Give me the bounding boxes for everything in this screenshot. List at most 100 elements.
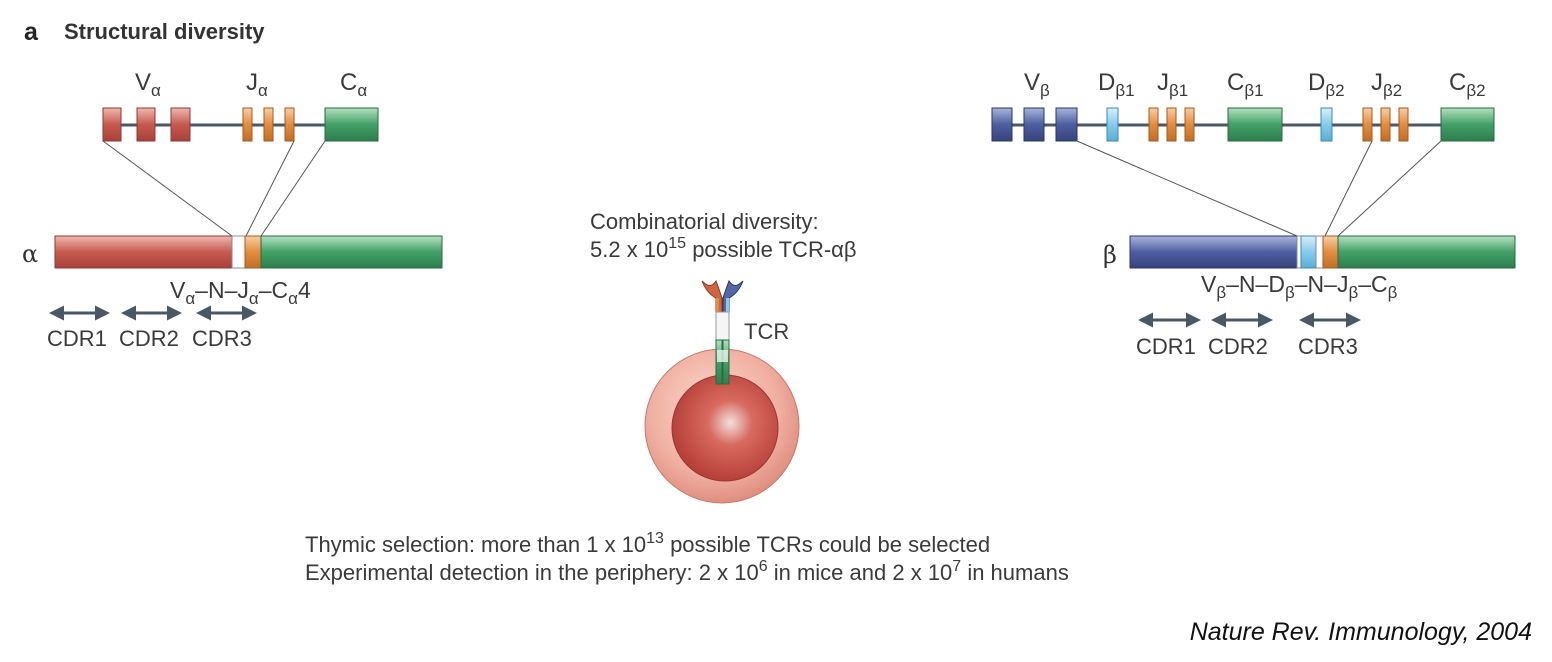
v-beta-segment (991, 107, 1013, 142)
alpha-rearr-part: C (272, 277, 289, 303)
alpha-rearr-part: – (259, 277, 272, 303)
beta-rearr-part: V (1201, 271, 1217, 297)
j-beta2-segment (1362, 107, 1373, 142)
cdr2-label: CDR2 (119, 326, 179, 351)
beta-rearranged-chain: β Vβ​–N–Dβ​–N–Jβ​–Cβ​ CDR1 CDR2 CDR3 (1103, 235, 1516, 359)
c-alpha-segment (324, 107, 379, 142)
t-cell: TCR (644, 279, 800, 504)
c-alpha-label: Cα (340, 69, 367, 100)
alpha-rearr-subscript: α (185, 289, 195, 308)
comb-line2-superscript: 15 (668, 235, 686, 252)
beta-rearr-part: D (1268, 271, 1285, 297)
experimental-text-part: in humans (961, 560, 1069, 585)
tcr-receptor (701, 279, 744, 385)
alpha-chain-symbol: α (22, 240, 38, 268)
v-alpha-segment (102, 107, 122, 142)
cdr3-label: CDR3 (192, 326, 252, 351)
citation: Nature Rev. Immunology, 2004 (1189, 618, 1532, 646)
thymic-text-superscript: 13 (646, 530, 664, 547)
alpha-rearrangement-lines (102, 140, 326, 237)
beta-rearrangement-lines (1076, 140, 1442, 237)
tcr-constant-highlight (717, 350, 728, 362)
c-beta1-label: Cβ1 (1227, 69, 1264, 100)
beta-rearr-part: C (1371, 271, 1388, 297)
alpha-rearranged-chain: α Vα​–N–Jα​–Cα​4 CDR1 CDR2 CDR3 (22, 235, 443, 351)
d-beta2-segment (1320, 107, 1333, 142)
d-beta2-label: Dβ2 (1308, 69, 1345, 100)
beta-rearr-part: J (1337, 271, 1349, 297)
c-beta2-label: Cβ2 (1449, 69, 1486, 100)
beta-rearr-subscript: β (1285, 283, 1295, 302)
c-beta1-segment (1227, 107, 1283, 142)
combinatorial-diversity-title: Combinatorial diversity: (590, 209, 819, 234)
c-beta2-segment (1440, 107, 1495, 142)
cdr1-label: CDR1 (1136, 334, 1196, 359)
alpha-rearrangement-label: Vα​–N–Jα​–Cα​4 (170, 277, 311, 308)
beta-rearrangement-label: Vβ​–N–Dβ​–N–Jβ​–Cβ​ (1201, 271, 1398, 302)
beta-rearr-subscript: β (1216, 283, 1226, 302)
j-beta2-label: Jβ2 (1371, 69, 1402, 100)
experimental-text-part: in mice and 2 x 10 (768, 560, 953, 585)
comb-line2-part: 5.2 x 10 (590, 237, 668, 262)
v-alpha-region (54, 235, 233, 269)
beta-rearr-part: –N– (1226, 271, 1268, 297)
d-beta1-label: Dβ1 (1098, 69, 1135, 100)
n-region (231, 235, 246, 269)
figure-title: Structural diversity (64, 19, 265, 44)
v-beta-segment (1055, 107, 1078, 142)
j-beta1-label: Jβ1 (1157, 69, 1188, 100)
experimental-text-part: Experimental detection in the periphery:… (305, 560, 759, 585)
tcr-stalk (715, 311, 730, 341)
d-beta1-segment (1106, 107, 1119, 142)
cell-nucleus (671, 374, 779, 482)
thymic-text-part: Thymic selection: more than 1 x 10 (305, 532, 646, 557)
alpha-germline-locus: Vα Jα Cα (102, 69, 379, 142)
j-beta-region (1322, 235, 1339, 269)
v-beta-region (1129, 235, 1298, 269)
beta-rearr-subscript: β (1388, 283, 1398, 302)
j-beta1-segment (1148, 107, 1159, 142)
alpha-rearr-part: 4 (298, 277, 311, 303)
d-beta-region (1300, 235, 1317, 269)
c-beta-region (1337, 235, 1516, 269)
v-alpha-segment (170, 107, 191, 142)
cdr2-label: CDR2 (1208, 334, 1268, 359)
cdr3-label: CDR3 (1298, 334, 1358, 359)
alpha-rearr-subscript: α (288, 289, 298, 308)
combinatorial-diversity-value: 5.2 x 1015​ possible TCR-αβ (590, 235, 857, 262)
j-alpha-region (244, 235, 262, 269)
alpha-rearr-part: J (237, 277, 249, 303)
n-region (1315, 235, 1324, 269)
experimental-text-superscript: 6 (759, 558, 768, 575)
panel-label: a (24, 18, 38, 46)
beta-chain-symbol: β (1103, 241, 1117, 269)
j-alpha-label: Jα (246, 69, 268, 100)
experimental-text-superscript: 7 (952, 558, 961, 575)
tcr-label: TCR (744, 319, 789, 344)
alpha-rearr-part: V (170, 277, 186, 303)
experimental-detection-text: Experimental detection in the periphery:… (305, 558, 1069, 585)
beta-rearr-subscript: β (1348, 283, 1358, 302)
j-alpha-segment (263, 107, 274, 142)
thymic-text-part: possible TCRs could be selected (664, 532, 990, 557)
j-beta2-segment (1380, 107, 1391, 142)
alpha-rearr-subscript: α (249, 289, 259, 308)
thymic-selection-text: Thymic selection: more than 1 x 1013​ po… (305, 530, 990, 557)
j-alpha-segment (284, 107, 295, 142)
v-alpha-segment (136, 107, 156, 142)
n-region (1296, 235, 1302, 269)
beta-germline-locus: Vβ Dβ1 Jβ1 Cβ1 Dβ2 Jβ2 Cβ2 (991, 69, 1495, 142)
v-beta-label: Vβ (1024, 69, 1050, 100)
beta-rearr-part: –N– (1295, 271, 1337, 297)
c-alpha-region (260, 235, 443, 269)
comb-line2-part: possible TCR-αβ (686, 237, 856, 262)
j-alpha-segment (242, 107, 253, 142)
cdr1-label: CDR1 (47, 326, 107, 351)
j-beta2-segment (1398, 107, 1409, 142)
v-alpha-label: Vα (135, 69, 161, 100)
v-beta-segment (1023, 107, 1045, 142)
beta-rearr-part: – (1358, 271, 1371, 297)
j-beta1-segment (1166, 107, 1177, 142)
j-beta1-segment (1184, 107, 1195, 142)
